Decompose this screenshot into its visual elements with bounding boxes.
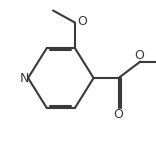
Text: N: N — [20, 72, 29, 84]
Text: O: O — [114, 108, 124, 120]
Text: O: O — [77, 15, 87, 28]
Text: O: O — [135, 49, 145, 62]
